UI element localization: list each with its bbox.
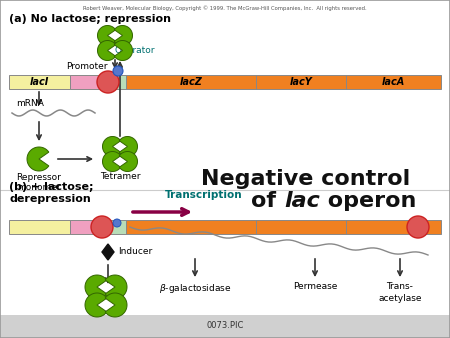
Text: lacZ: lacZ [180, 77, 202, 87]
Polygon shape [85, 275, 107, 299]
Polygon shape [105, 275, 127, 299]
Text: (a) No lactose; repression: (a) No lactose; repression [9, 14, 171, 24]
Text: lacY: lacY [290, 77, 312, 87]
Text: Tetramer: Tetramer [100, 172, 140, 181]
Circle shape [91, 216, 113, 238]
Polygon shape [98, 41, 116, 61]
Polygon shape [102, 244, 114, 260]
Polygon shape [119, 137, 138, 156]
Text: monomer: monomer [17, 183, 61, 192]
Bar [126, 75, 256, 89]
Polygon shape [119, 151, 138, 171]
Text: Robert Weaver, Molecular Biology, Copyright © 1999. The McGraw-Hill Companies, I: Robert Weaver, Molecular Biology, Copyri… [83, 5, 367, 10]
Circle shape [113, 66, 123, 76]
Polygon shape [27, 147, 49, 171]
Text: Trans-: Trans- [387, 282, 414, 291]
Polygon shape [103, 151, 121, 171]
Bar [70, 75, 104, 89]
Bar [9, 220, 70, 234]
Text: lacA: lacA [382, 77, 405, 87]
Text: Transcription: Transcription [165, 190, 243, 200]
Text: Permease: Permease [293, 282, 337, 291]
Bar [126, 220, 256, 234]
Text: 0073.PIC: 0073.PIC [206, 321, 244, 331]
Text: Negative control: Negative control [202, 169, 410, 189]
Bar [346, 220, 441, 234]
Bar [346, 75, 441, 89]
Text: lac: lac [284, 191, 320, 211]
Bar [104, 220, 126, 234]
Polygon shape [103, 137, 121, 156]
Polygon shape [114, 25, 132, 46]
Bar [0, 315, 450, 338]
Text: Repressor: Repressor [17, 173, 62, 182]
Text: Promoter: Promoter [66, 62, 108, 71]
Bar [104, 75, 126, 89]
Text: mRNA: mRNA [16, 99, 44, 108]
Text: lacI: lacI [29, 77, 49, 87]
Bar [256, 75, 346, 89]
Text: of: of [251, 191, 284, 211]
Bar [70, 220, 104, 234]
Circle shape [113, 219, 121, 227]
Text: Operator: Operator [115, 46, 155, 55]
Circle shape [407, 216, 429, 238]
Bar [9, 75, 70, 89]
Bar [256, 220, 346, 234]
Text: acetylase: acetylase [378, 294, 422, 303]
Polygon shape [105, 293, 127, 317]
Text: operon: operon [320, 191, 416, 211]
Polygon shape [114, 41, 132, 61]
Polygon shape [85, 293, 107, 317]
Polygon shape [98, 25, 116, 46]
Text: (b) + lactose;
derepression: (b) + lactose; derepression [9, 182, 94, 204]
Circle shape [97, 71, 119, 93]
Text: Inducer: Inducer [118, 247, 152, 257]
Text: $\beta$-galactosidase: $\beta$-galactosidase [159, 282, 231, 295]
